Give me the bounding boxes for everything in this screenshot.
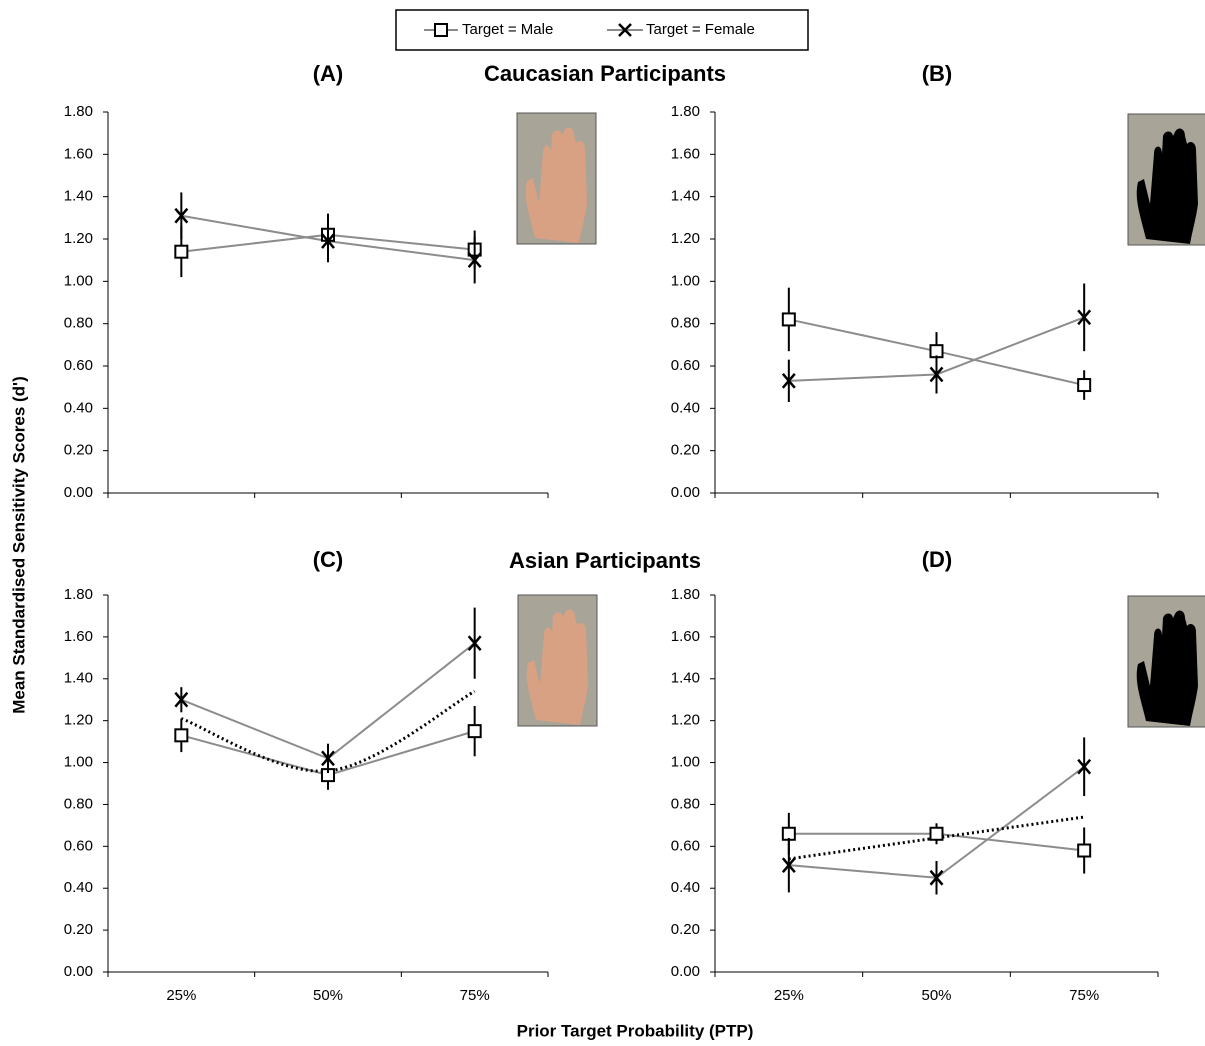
trendline bbox=[788, 815, 1085, 861]
y-tick-label: 0.60 bbox=[64, 837, 93, 854]
y-tick-label: 1.60 bbox=[671, 145, 700, 162]
marker bbox=[174, 207, 189, 224]
y-tick-label: 1.80 bbox=[671, 586, 700, 603]
y-tick-label: 1.60 bbox=[64, 628, 93, 645]
y-tick-label: 0.80 bbox=[64, 315, 93, 332]
y-tick-label: 0.60 bbox=[64, 357, 93, 374]
marker bbox=[467, 635, 482, 651]
y-tick-label: 0.00 bbox=[671, 963, 700, 980]
y-tick-label: 0.80 bbox=[671, 795, 700, 812]
y-tick-label: 1.40 bbox=[671, 188, 700, 205]
y-tick-label: 1.00 bbox=[671, 754, 700, 771]
hand bbox=[1136, 128, 1198, 244]
y-tick-label: 0.60 bbox=[671, 357, 700, 374]
y-tick-label: 1.80 bbox=[64, 586, 93, 603]
panel-title: (D) bbox=[922, 547, 953, 572]
legend-label: Target = Male bbox=[462, 21, 553, 38]
marker bbox=[1077, 843, 1092, 858]
hand bbox=[526, 609, 588, 725]
marker bbox=[321, 233, 335, 249]
marker bbox=[174, 244, 189, 259]
marker bbox=[467, 252, 482, 268]
y-tick-label: 1.60 bbox=[64, 145, 93, 162]
y-tick-label: 1.20 bbox=[671, 230, 700, 247]
hand bbox=[525, 127, 587, 243]
y-tick-label: 1.00 bbox=[64, 754, 93, 771]
y-tick-label: 1.20 bbox=[64, 712, 93, 729]
panel-title: (A) bbox=[313, 61, 344, 86]
y-tick-label: 0.40 bbox=[671, 879, 700, 896]
marker bbox=[1077, 378, 1092, 393]
y-tick-label: 1.20 bbox=[64, 230, 93, 247]
legend-box bbox=[395, 9, 809, 51]
y-tick-label: 0.00 bbox=[671, 484, 700, 501]
trendline bbox=[180, 690, 476, 773]
y-tick-label: 0.00 bbox=[64, 963, 93, 980]
marker bbox=[929, 869, 944, 886]
x-tick-label: 25% bbox=[774, 987, 804, 1004]
marker bbox=[174, 691, 189, 708]
marker bbox=[781, 857, 796, 873]
section-title: Caucasian Participants bbox=[484, 61, 726, 86]
legend-marker bbox=[434, 23, 448, 37]
legend-label: Target = Female bbox=[646, 21, 755, 38]
marker bbox=[781, 312, 796, 327]
y-tick-label: 0.80 bbox=[671, 315, 700, 332]
y-tick-label: 0.20 bbox=[671, 921, 700, 938]
y-tick-label: 0.80 bbox=[64, 795, 93, 812]
y-tick-label: 0.60 bbox=[671, 837, 700, 854]
marker bbox=[467, 724, 482, 739]
y-tick-label: 0.00 bbox=[64, 484, 93, 501]
panel-title: (B) bbox=[922, 61, 953, 86]
y-tick-label: 0.40 bbox=[64, 879, 93, 896]
x-tick-label: 50% bbox=[921, 987, 951, 1004]
y-tick-label: 1.00 bbox=[64, 272, 93, 289]
section-title: Asian Participants bbox=[509, 548, 701, 573]
x-tick-label: 75% bbox=[1069, 987, 1099, 1004]
marker bbox=[929, 826, 944, 841]
marker bbox=[929, 366, 944, 383]
series-line bbox=[180, 642, 476, 760]
panel-title: (C) bbox=[313, 547, 344, 572]
y-tick-label: 0.20 bbox=[671, 442, 700, 459]
y-tick-label: 1.40 bbox=[671, 670, 700, 687]
marker bbox=[781, 373, 796, 389]
x-tick-label: 25% bbox=[166, 987, 196, 1004]
y-tick-label: 1.80 bbox=[671, 103, 700, 120]
hand bbox=[1136, 610, 1198, 726]
x-tick-label: 50% bbox=[313, 987, 343, 1004]
y-axis-label: Mean Standardised Sensitivity Scores (d'… bbox=[9, 376, 28, 714]
marker bbox=[929, 344, 944, 359]
y-tick-label: 1.40 bbox=[64, 188, 93, 205]
y-tick-label: 1.80 bbox=[64, 103, 93, 120]
y-tick-label: 0.20 bbox=[64, 921, 93, 938]
y-tick-label: 1.00 bbox=[671, 272, 700, 289]
y-tick-label: 0.20 bbox=[64, 442, 93, 459]
marker bbox=[174, 728, 189, 743]
marker bbox=[321, 750, 335, 767]
y-tick-label: 0.40 bbox=[671, 399, 700, 416]
x-tick-label: 75% bbox=[460, 987, 490, 1004]
x-axis-label: Prior Target Probability (PTP) bbox=[517, 1021, 754, 1040]
y-tick-label: 1.20 bbox=[671, 712, 700, 729]
marker bbox=[1077, 758, 1092, 775]
y-tick-label: 1.60 bbox=[671, 628, 700, 645]
y-tick-label: 0.40 bbox=[64, 399, 93, 416]
marker bbox=[1077, 309, 1092, 326]
legend-marker bbox=[618, 23, 632, 37]
y-tick-label: 1.40 bbox=[64, 670, 93, 687]
